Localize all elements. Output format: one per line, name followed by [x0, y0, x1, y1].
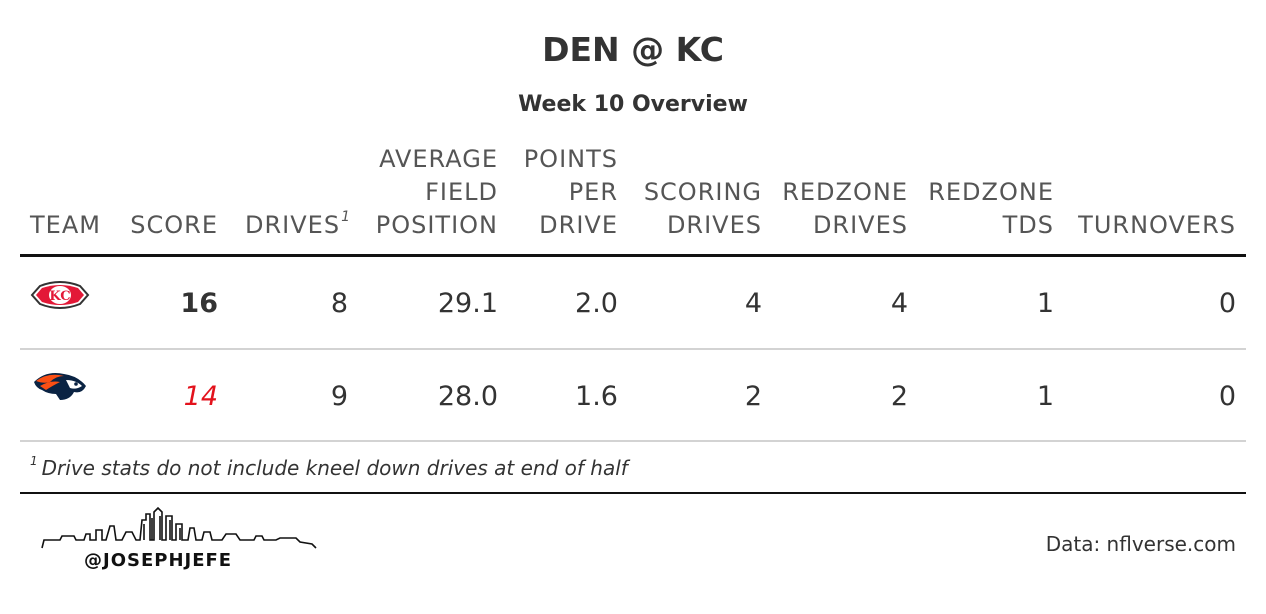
column-header-score: SCORE: [130, 211, 218, 239]
den-turnovers: 0: [1218, 381, 1236, 412]
kc-drives: 8: [330, 288, 348, 319]
den-points-per-drive: 1.6: [575, 381, 618, 412]
kansas-city-skyline-icon: [40, 504, 320, 556]
column-header-drives: DRIVES1: [245, 209, 350, 239]
column-header-scoring-drives: SCORING DRIVES: [643, 178, 762, 239]
broncos-logo-icon: [30, 368, 90, 408]
kc-redzone-drives: 4: [890, 288, 908, 319]
den-redzone-tds: 1: [1036, 381, 1054, 412]
den-scoring-drives: 2: [744, 381, 762, 412]
data-source: Data: nflverse.com: [1045, 532, 1236, 556]
column-header-team: TEAM: [30, 211, 101, 239]
footnote-text: Drive stats do not include kneel down dr…: [41, 456, 628, 480]
kc-redzone-tds: 1: [1036, 288, 1054, 319]
footnote: 1 Drive stats do not include kneel down d…: [30, 454, 628, 480]
kc-turnovers: 0: [1218, 288, 1236, 319]
den-avg-field-position: 28.0: [437, 381, 498, 412]
column-header-redzone-tds: REDZONE TDS: [928, 178, 1054, 239]
den-drives: 9: [330, 381, 348, 412]
den-redzone-drives: 2: [890, 381, 908, 412]
header-divider: [20, 254, 1246, 257]
column-header-turnovers: TURNOVERS: [1078, 211, 1236, 239]
svg-text:KC: KC: [49, 289, 70, 304]
kc-points-per-drive: 2.0: [575, 288, 618, 319]
footnote-marker: 1: [341, 209, 350, 225]
page-title: DEN @ KC: [542, 30, 724, 69]
kc-avg-field-position: 29.1: [437, 288, 498, 319]
footnote-mark: 1: [30, 454, 38, 468]
column-header-points-per-drive: POINTS PER DRIVE: [523, 145, 618, 239]
kc-scoring-drives: 4: [744, 288, 762, 319]
row-divider: [20, 440, 1246, 442]
page-subtitle: Week 10 Overview: [518, 92, 748, 117]
author-handle: @JOSEPHJEFE: [84, 550, 233, 571]
row-divider: [20, 348, 1246, 350]
footer-divider: [20, 492, 1246, 494]
den-score: 14: [183, 381, 218, 412]
column-header-avg-field-position: AVERAGE FIELD POSITION: [375, 145, 498, 239]
column-header-redzone-drives: REDZONE DRIVES: [782, 178, 908, 239]
kc-score: 16: [180, 288, 218, 319]
chiefs-logo-icon: KC: [30, 276, 90, 318]
